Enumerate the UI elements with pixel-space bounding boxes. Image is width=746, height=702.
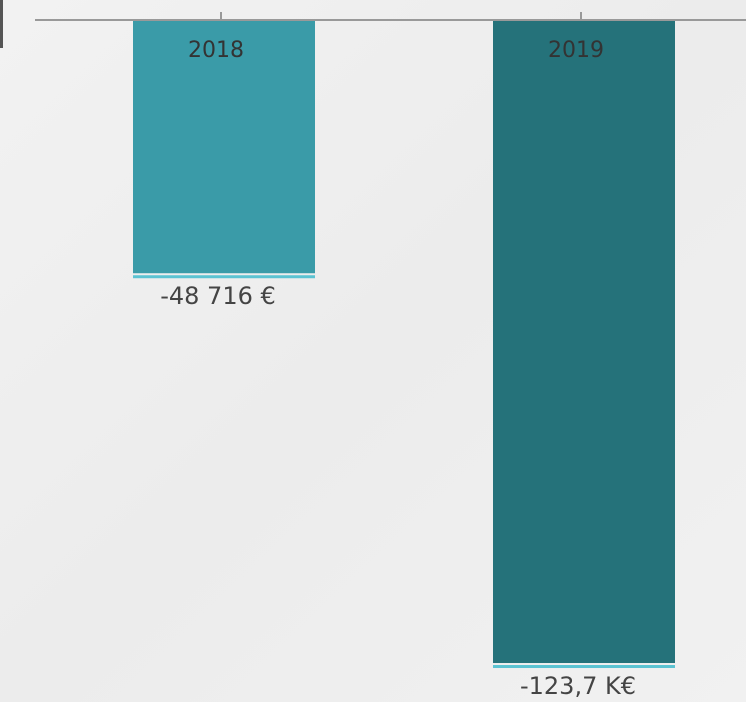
bar: [493, 21, 675, 664]
x-tick-label: 2018: [188, 38, 244, 63]
bar-accent: [133, 275, 315, 279]
value-label: -48 716 €: [160, 282, 276, 310]
value-label: -123,7 K€: [520, 672, 636, 700]
x-tick-label: 2019: [548, 38, 604, 63]
bar: [133, 21, 315, 274]
bar-accent: [493, 665, 675, 669]
edge-mark: [0, 0, 3, 48]
